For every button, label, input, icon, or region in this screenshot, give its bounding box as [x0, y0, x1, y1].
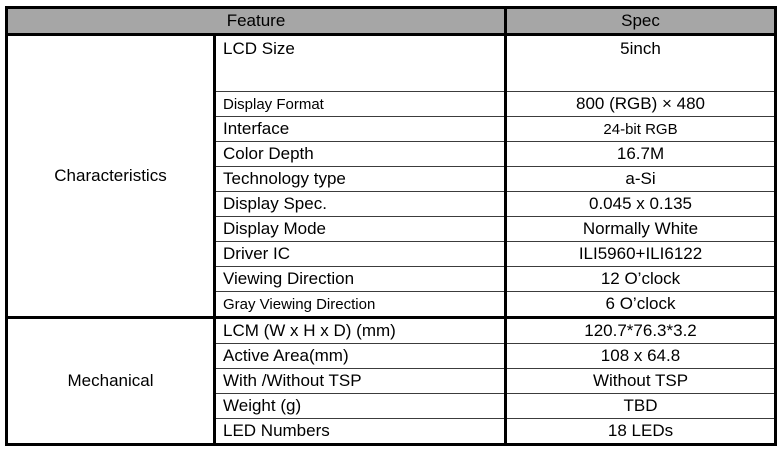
header-row: Feature Spec: [6, 7, 776, 36]
spec-cell: 18 LEDs: [505, 418, 776, 445]
table-row: Color Depth 16.7M: [7, 141, 776, 167]
table-row: Weight (g) TBD: [7, 393, 776, 419]
table-row: Display Mode Normally White: [7, 216, 776, 242]
group-cell-characteristics: Characteristics: [6, 34, 216, 318]
spec-table-header: Feature Spec: [6, 7, 776, 36]
spec-cell: 108 x 64.8: [505, 343, 776, 369]
table-row: Display Spec. 0.045 x 0.135: [7, 191, 776, 217]
spec-cell: 12 O’clock: [505, 266, 776, 292]
feature-cell: LED Numbers: [214, 418, 507, 445]
table-row: Technology type a-Si: [7, 166, 776, 192]
feature-cell: Weight (g): [214, 393, 507, 419]
spec-cell: 6 O’clock: [505, 291, 776, 318]
table-row: Display Format 800 (RGB) × 480: [7, 91, 776, 117]
spec-cell: ILI5960+ILI6122: [505, 241, 776, 267]
feature-cell: Active Area(mm): [214, 343, 507, 369]
spec-cell: 120.7*76.3*3.2: [505, 316, 776, 344]
feature-cell: LCM (W x H x D) (mm): [214, 316, 507, 344]
feature-cell: Display Format: [214, 91, 507, 117]
table-row: Viewing Direction 12 O’clock: [7, 266, 776, 292]
table-row: Mechanical LCM (W x H x D) (mm) 120.7*76.3…: [6, 316, 776, 445]
feature-cell: Interface: [214, 116, 507, 142]
feature-cell: Driver IC: [214, 241, 507, 267]
spec-cell: 800 (RGB) × 480: [505, 91, 776, 117]
feature-cell: Gray Viewing Direction: [214, 291, 507, 318]
spec-table: Feature Spec Characteristics LCD Size 5inc…: [5, 6, 777, 446]
table-row: Driver IC ILI5960+ILI6122: [7, 241, 776, 267]
feature-cell: Color Depth: [214, 141, 507, 167]
table-row: Characteristics LCD Size 5inch: [6, 34, 776, 318]
table-row: Interface 24-bit RGB: [7, 116, 776, 142]
feature-cell: Display Mode: [214, 216, 507, 242]
group-cell-mechanical: Mechanical: [6, 316, 216, 445]
spec-cell: 5inch: [505, 34, 776, 92]
spec-cell: Without TSP: [505, 368, 776, 394]
feature-cell: Technology type: [214, 166, 507, 192]
feature-cell: With /Without TSP: [214, 368, 507, 394]
spec-cell: 0.045 x 0.135: [505, 191, 776, 217]
feature-cell: Display Spec.: [214, 191, 507, 217]
table-row: With /Without TSP Without TSP: [7, 368, 776, 394]
feature-cell: Viewing Direction: [214, 266, 507, 292]
table-row: Active Area(mm) 108 x 64.8: [7, 343, 776, 369]
spec-table-body: Characteristics LCD Size 5inch Display Form…: [6, 34, 776, 445]
spec-cell: 16.7M: [505, 141, 776, 167]
table-row: LED Numbers 18 LEDs: [7, 418, 776, 445]
spec-cell: 24-bit RGB: [505, 116, 776, 142]
header-cell-spec: Spec: [505, 7, 776, 36]
header-cell-feature: Feature: [6, 7, 507, 36]
spec-cell: a-Si: [505, 166, 776, 192]
table-row: Gray Viewing Direction 6 O’clock: [7, 291, 776, 318]
spec-cell: Normally White: [505, 216, 776, 242]
spec-cell: TBD: [505, 393, 776, 419]
feature-cell: LCD Size: [214, 34, 507, 92]
